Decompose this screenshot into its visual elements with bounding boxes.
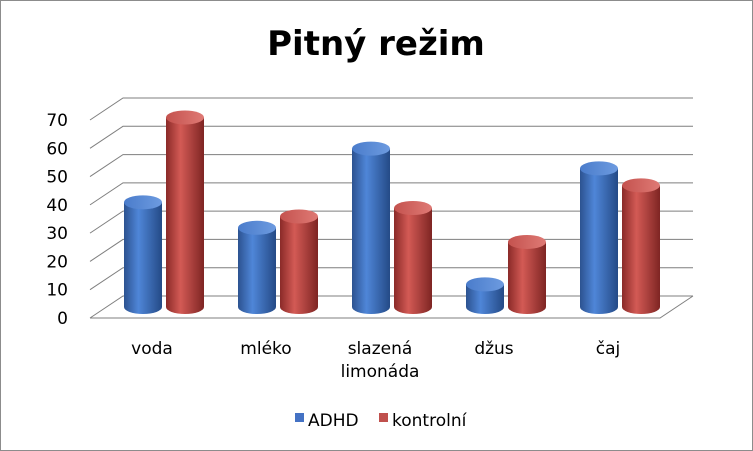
bar-adhd [352, 141, 390, 314]
gridline [89, 154, 693, 177]
bar-top [352, 141, 390, 156]
bar-kontrolni [622, 178, 660, 314]
floor-edge [90, 295, 694, 319]
bar-kontrolni [508, 234, 546, 314]
bar-kontrolni [166, 110, 204, 314]
y-tick-label: 10 [46, 281, 68, 301]
category-label: čaj [596, 339, 621, 359]
category-label: slazená limonáda [341, 339, 420, 382]
gridline [89, 267, 693, 291]
bar-top [280, 209, 318, 224]
bar-top [466, 277, 504, 292]
bar-body [352, 148, 390, 314]
bar-top [166, 110, 204, 125]
bar-body [508, 241, 546, 314]
gridline [89, 125, 693, 149]
legend: ADHD kontrolní [295, 411, 468, 431]
bar-body [394, 208, 432, 314]
legend-label-adhd: ADHD [308, 411, 359, 431]
bar-kontrolni [394, 201, 432, 314]
gridline [89, 210, 693, 234]
category-label: džus [474, 339, 513, 359]
gridline [89, 97, 693, 121]
y-tick-label: 50 [46, 168, 68, 188]
bar-adhd [238, 220, 276, 314]
y-axis-ticks: 0 10 20 30 40 50 60 70 [46, 111, 68, 329]
y-tick-label: 60 [46, 139, 68, 159]
x-axis-categories: voda mléko slazená limonáda džus čaj [131, 339, 620, 382]
gridline [89, 182, 693, 206]
bar-top [508, 234, 546, 249]
bars [124, 110, 660, 314]
chart-title: Pitný režim [267, 24, 485, 64]
bar-kontrolni [280, 209, 318, 314]
legend-swatch-adhd [295, 413, 304, 422]
bar-adhd [580, 161, 618, 314]
bar-body [166, 117, 204, 314]
bar-top [394, 201, 432, 215]
bar-body [238, 227, 276, 314]
bar-body [466, 284, 504, 314]
y-tick-label: 70 [46, 111, 68, 131]
legend-label-kontrolni: kontrolní [392, 411, 468, 431]
bar-top [238, 220, 276, 235]
category-label: voda [131, 339, 173, 359]
bar-adhd [466, 277, 504, 314]
bar-body [622, 185, 660, 314]
legend-swatch-kontrolni [379, 413, 388, 422]
y-tick-label: 30 [46, 224, 68, 244]
bar-top [124, 195, 162, 210]
y-tick-label: 40 [46, 196, 68, 216]
bar-top [622, 178, 660, 193]
y-tick-label: 0 [57, 309, 68, 329]
gridline [89, 238, 693, 262]
category-label: mléko [240, 339, 291, 359]
y-tick-label: 20 [46, 252, 68, 272]
bar-body [124, 202, 162, 314]
bar-body [580, 168, 618, 314]
bar-body [280, 216, 318, 314]
bar-top [580, 161, 618, 176]
bar-adhd [124, 195, 162, 314]
